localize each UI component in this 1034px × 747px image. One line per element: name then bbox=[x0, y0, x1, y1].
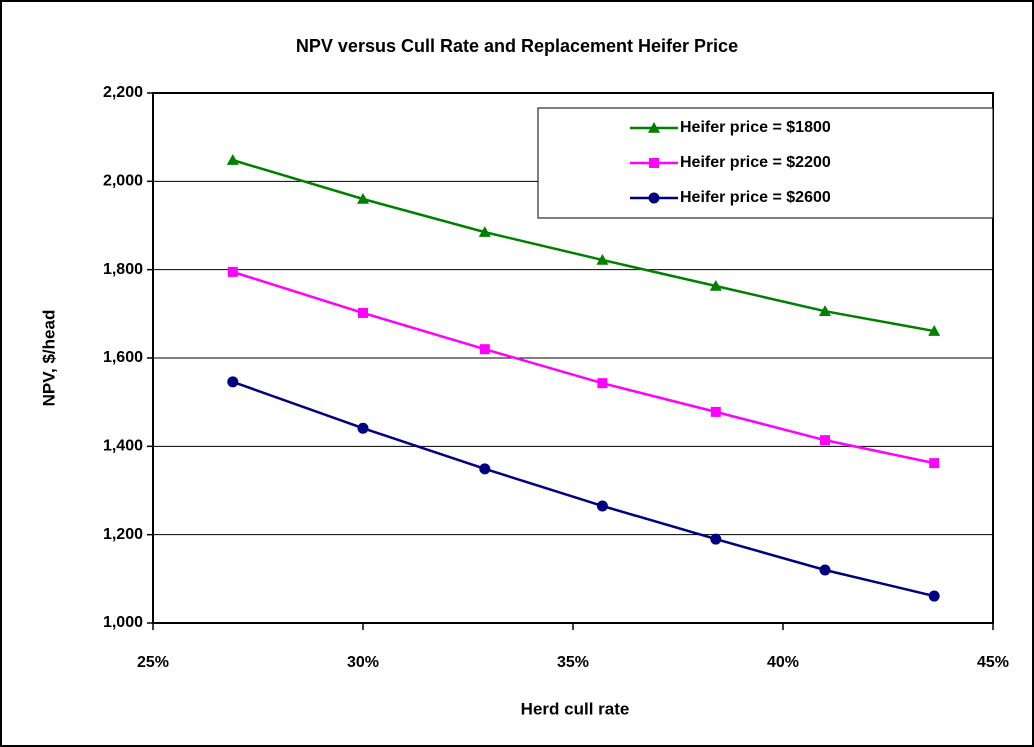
marker bbox=[479, 344, 490, 355]
marker bbox=[819, 305, 831, 316]
marker bbox=[928, 590, 940, 602]
marker bbox=[479, 463, 491, 475]
marker bbox=[357, 422, 369, 434]
legend-label: Heifer price = $2600 bbox=[680, 189, 831, 206]
legend-label: Heifer price = $2200 bbox=[680, 154, 831, 171]
y-tick-label: 1,800 bbox=[103, 261, 143, 278]
marker bbox=[596, 500, 608, 512]
y-tick-label: 1,000 bbox=[103, 614, 143, 631]
y-tick-label: 2,200 bbox=[103, 84, 143, 101]
legend-box bbox=[537, 107, 994, 219]
x-tick-label: 40% bbox=[767, 654, 799, 671]
marker bbox=[596, 253, 609, 265]
x-tick-label: 45% bbox=[977, 654, 1009, 671]
marker bbox=[710, 533, 722, 545]
marker bbox=[929, 458, 940, 469]
marker bbox=[648, 192, 660, 204]
marker bbox=[649, 158, 659, 168]
y-tick-label: 1,400 bbox=[103, 438, 143, 455]
marker bbox=[478, 226, 491, 237]
x-tick-label: 25% bbox=[137, 654, 169, 671]
marker bbox=[648, 122, 660, 133]
y-tick-label: 1,600 bbox=[103, 349, 143, 366]
marker bbox=[597, 378, 608, 389]
y-axis-label: NPV, $/head bbox=[39, 310, 58, 407]
x-tick-label: 30% bbox=[347, 654, 379, 671]
marker bbox=[226, 154, 239, 165]
chart-title: NPV versus Cull Rate and Replacement Hei… bbox=[296, 36, 738, 56]
y-tick-label: 2,000 bbox=[103, 173, 143, 190]
plot-border bbox=[152, 92, 994, 624]
marker bbox=[709, 280, 722, 291]
marker bbox=[227, 376, 239, 388]
y-tick-label: 1,200 bbox=[103, 526, 143, 543]
marker bbox=[357, 193, 369, 204]
x-tick-label: 35% bbox=[557, 654, 589, 671]
marker bbox=[928, 325, 941, 336]
marker bbox=[819, 564, 831, 576]
marker bbox=[358, 307, 368, 318]
marker bbox=[710, 406, 721, 417]
x-axis-label: Herd cull rate bbox=[521, 699, 630, 718]
legend-label: Heifer price = $1800 bbox=[680, 119, 831, 136]
marker bbox=[227, 266, 238, 277]
marker bbox=[820, 435, 830, 446]
